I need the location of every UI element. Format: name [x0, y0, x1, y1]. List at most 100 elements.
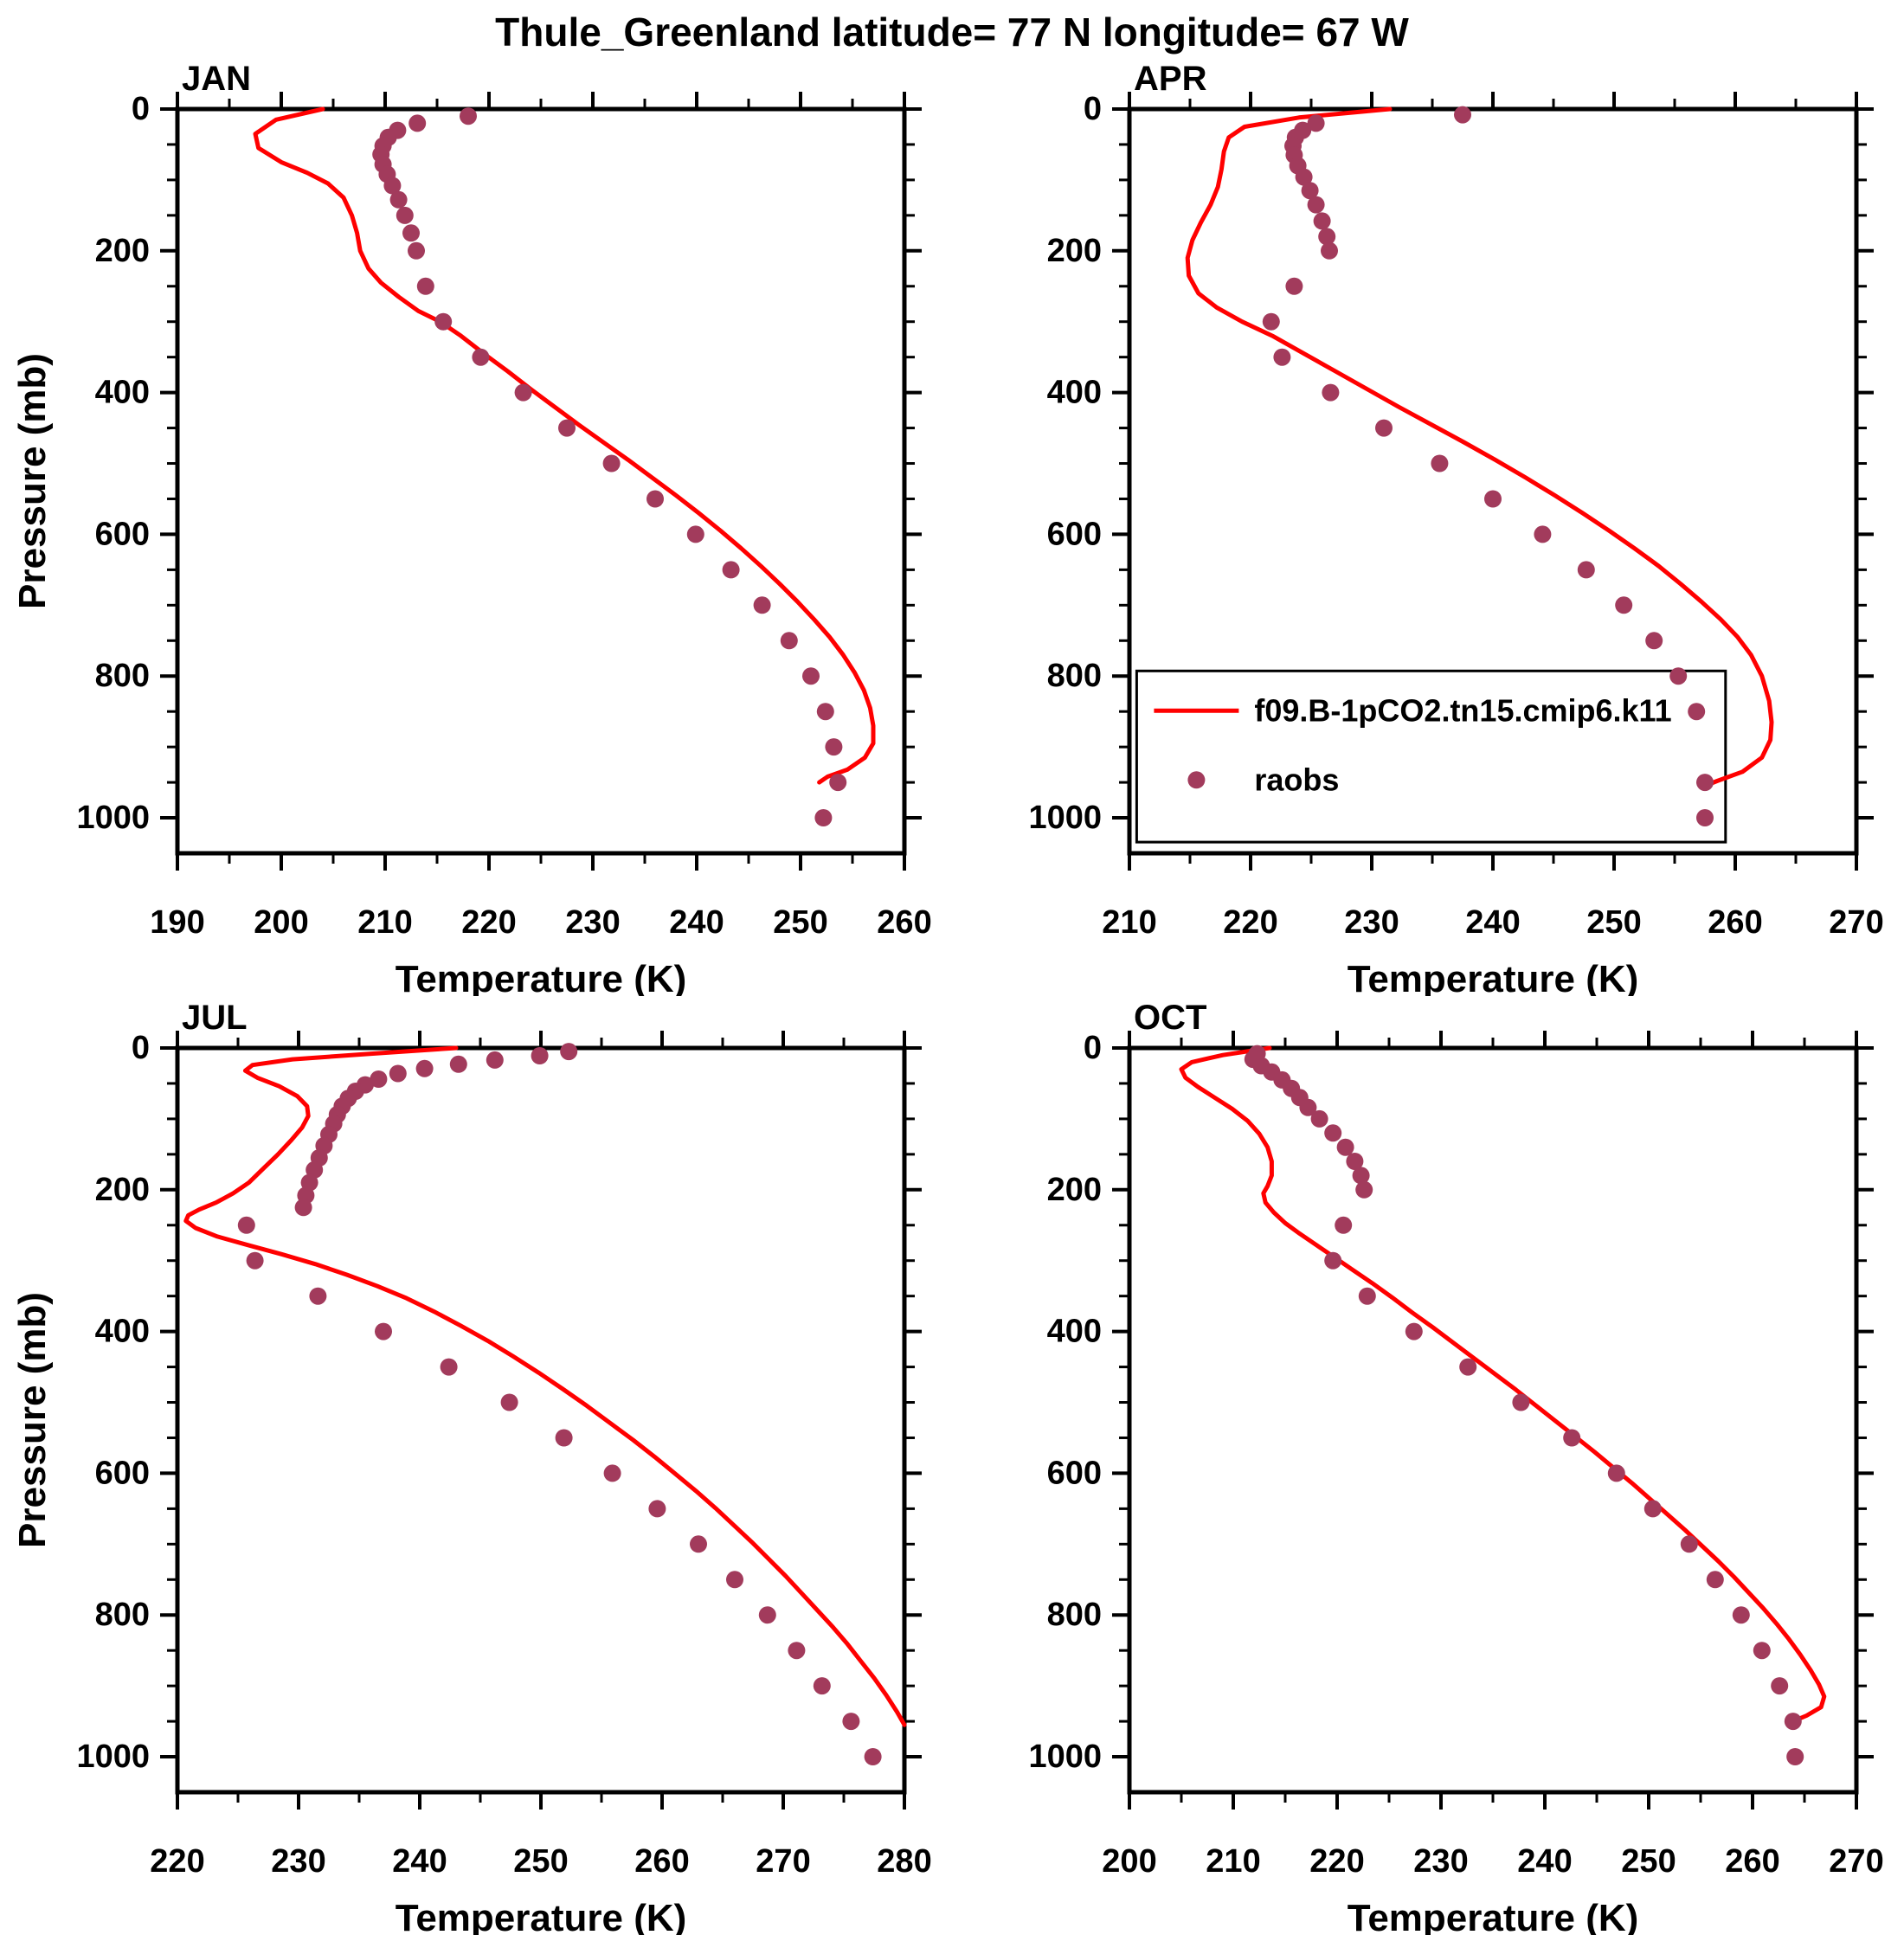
raobs-dot — [370, 1070, 388, 1088]
raobs-dot — [1459, 1358, 1477, 1376]
raobs-dot — [531, 1047, 549, 1064]
x-tick-label: 250 — [1621, 1843, 1676, 1880]
y-tick-label: 200 — [1047, 1172, 1102, 1208]
raobs-dot — [753, 596, 771, 614]
raobs-dot — [383, 177, 402, 195]
raobs-dot — [408, 241, 425, 260]
raobs-dot — [813, 1677, 831, 1695]
panel-oct: 200 210 220 230 240 250 260 270 0 200 400 600 800 100… — [1028, 999, 1883, 1935]
raobs-dot — [472, 348, 490, 366]
raobs-dot — [1321, 241, 1338, 260]
raobs-dot — [1696, 809, 1714, 826]
raobs-dot — [1352, 1167, 1370, 1185]
x-tick-label: 240 — [1465, 904, 1520, 941]
raobs-dot — [648, 1500, 666, 1518]
y-tick-label: 400 — [1047, 375, 1102, 411]
model-line — [253, 106, 876, 785]
y-axis-title: Pressure (mb) — [11, 1292, 54, 1548]
raobs-dot — [555, 1429, 573, 1447]
x-tick-label: 250 — [513, 1843, 568, 1880]
raobs-dot — [1310, 1109, 1328, 1128]
raobs-dot — [1358, 1287, 1376, 1305]
x-tick-label: 240 — [1517, 1843, 1572, 1880]
raobs-dot — [1643, 1500, 1662, 1518]
x-tick-label: 270 — [1829, 904, 1883, 941]
raobs-dot — [1669, 667, 1688, 685]
raobs-dot — [1512, 1393, 1530, 1411]
raobs-dot — [1299, 1098, 1317, 1116]
x-tick-label: 270 — [1829, 1843, 1883, 1880]
raobs-dot — [558, 419, 576, 437]
raobs-dot — [1262, 312, 1280, 331]
raobs-dot — [1324, 1124, 1342, 1142]
x-tick-label: 280 — [877, 1843, 931, 1880]
x-tick-label: 230 — [1413, 1843, 1468, 1880]
raobs-dot — [1335, 1216, 1353, 1234]
model-line — [183, 1045, 907, 1727]
raobs-dot — [500, 1393, 518, 1411]
y-tick-label: 0 — [132, 91, 150, 127]
y-axis-title: Pressure (mb) — [11, 353, 54, 609]
plot-frame — [175, 1045, 907, 1795]
raobs-dot — [408, 114, 427, 132]
raobs-dot — [449, 1055, 467, 1073]
x-tick-label: 260 — [634, 1843, 689, 1880]
x-axis-title: Temperature (K) — [1348, 1897, 1639, 1935]
raobs-dot — [1336, 1138, 1354, 1156]
raobs-dot — [389, 1064, 407, 1083]
raobs-dot — [486, 1051, 504, 1069]
raobs-dot — [686, 525, 704, 543]
raobs-dot — [842, 1713, 860, 1731]
raobs-dot — [1313, 212, 1331, 230]
x-tick-label: 270 — [756, 1843, 810, 1880]
y-tick-label: 600 — [95, 1455, 150, 1491]
raobs-dot — [1688, 703, 1706, 721]
raobs-dot — [375, 1322, 392, 1340]
y-tick-label: 600 — [1047, 1455, 1102, 1491]
y-tick-label: 1000 — [76, 1739, 150, 1775]
raobs-dot — [1285, 277, 1303, 295]
y-tick-label: 1000 — [1028, 800, 1102, 836]
panel-month-label: JUL — [182, 999, 248, 1037]
x-tick-label: 200 — [1102, 1843, 1156, 1880]
model-line — [1179, 1045, 1827, 1728]
x-tick-label: 240 — [669, 904, 724, 941]
x-axis-title: Temperature (K) — [396, 958, 687, 996]
raobs-dot — [829, 774, 847, 792]
figure-title: Thule_Greenland latitude= 77 N longitude… — [495, 10, 1409, 55]
y-tick-label: 600 — [1047, 516, 1102, 552]
raobs-dot — [1706, 1571, 1724, 1589]
x-tick-label: 230 — [565, 904, 620, 941]
raobs-dot — [237, 1216, 255, 1234]
x-tick-label: 220 — [150, 1843, 204, 1880]
raobs-dot — [1375, 419, 1393, 437]
y-tick-label: 200 — [1047, 233, 1102, 269]
x-tick-label: 240 — [392, 1843, 447, 1880]
panel-apr: 210 220 230 240 250 260 270 0 200 400 600 800 1000 AP… — [1028, 60, 1883, 996]
raobs-dot — [646, 490, 664, 508]
y-tick-label: 400 — [95, 375, 150, 411]
raobs-dot — [1324, 1251, 1342, 1270]
legend-dot-sample — [1187, 771, 1206, 789]
raobs-dot — [402, 224, 420, 242]
raobs-dot — [1786, 1748, 1804, 1765]
x-tick-label: 250 — [1586, 904, 1641, 941]
raobs-dot — [460, 107, 477, 125]
plot-frame — [175, 106, 907, 856]
y-tick-label: 200 — [95, 1172, 150, 1208]
raobs-dot — [246, 1251, 264, 1270]
y-tick-label: 1000 — [76, 800, 150, 836]
raobs-dot — [1346, 1153, 1364, 1170]
y-tick-label: 800 — [1047, 658, 1102, 694]
raobs-dot — [1431, 454, 1449, 472]
raobs-dot — [1405, 1322, 1423, 1340]
raobs-dot — [1696, 774, 1714, 792]
panel-month-label: JAN — [182, 60, 251, 98]
x-tick-label: 230 — [271, 1843, 325, 1880]
raobs-dot — [864, 1748, 882, 1765]
y-tick-label: 400 — [1047, 1314, 1102, 1350]
panels-grid: 190 200 210 220 230 240 250 260 0 200 400 600 800 100… — [0, 57, 1904, 1935]
raobs-dot — [1784, 1713, 1802, 1731]
raobs-dot — [1615, 596, 1633, 614]
raobs-dot — [780, 632, 798, 650]
